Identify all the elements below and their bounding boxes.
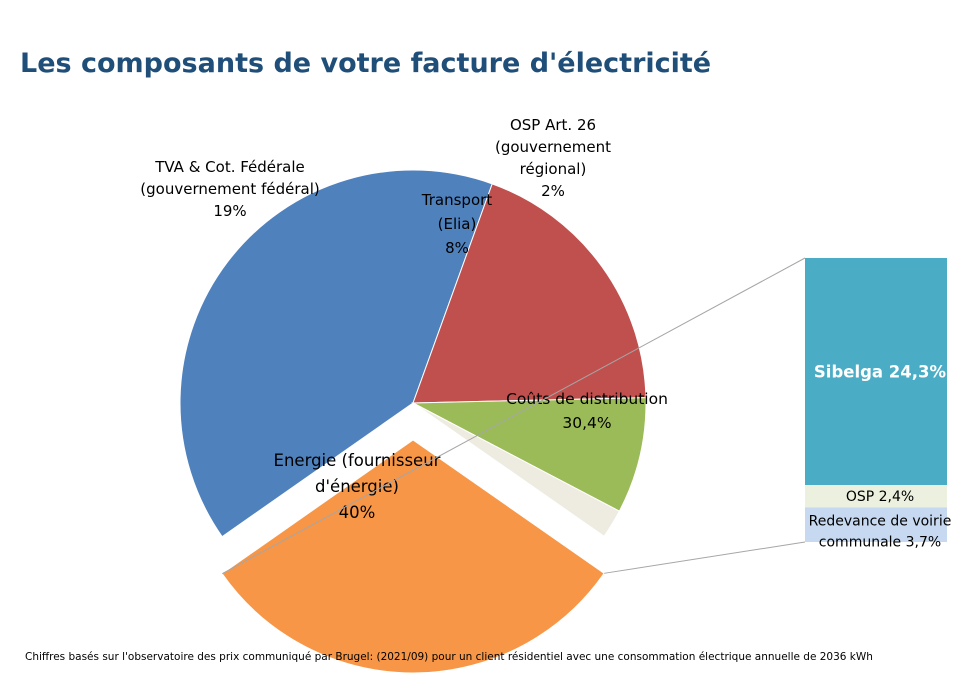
bar-segment-osp (805, 485, 947, 508)
pie-slice-transport (411, 397, 647, 512)
chart-title: Les composants de votre facture d'électr… (20, 48, 712, 79)
bar-segment-redevance (805, 507, 947, 542)
pie-slice-osp26 (412, 402, 621, 538)
pie-slice-energie (179, 169, 493, 538)
pie-label-distribution: Coûts de distribution 30,4% (506, 390, 668, 432)
pie-label-energie: Energie (fournisseur d'énergie) 40% (274, 451, 441, 522)
connector-line-bottom (604, 541, 806, 574)
pie-label-tva: TVA & Cot. Fédérale (gouvernement fédéral… (140, 158, 319, 220)
pie-slice-tva (412, 183, 647, 404)
bar-label-sibelga: Sibelga 24,3% (814, 363, 947, 382)
pie-label-transport: Transport (Elia) 8% (421, 191, 493, 257)
bar-label-redevance: Redevance de voirie communale 3,7% (809, 513, 952, 550)
footnote: Chiffres basés sur l'observatoire des pr… (25, 651, 873, 663)
bar-label-osp: OSP 2,4% (846, 489, 914, 505)
pie-slice-distribution (221, 439, 605, 674)
bar-segment-sibelga (805, 258, 947, 486)
connector-line-top (221, 257, 806, 575)
pie-label-osp26: OSP Art. 26 (gouvernement régional) 2% (495, 116, 611, 200)
